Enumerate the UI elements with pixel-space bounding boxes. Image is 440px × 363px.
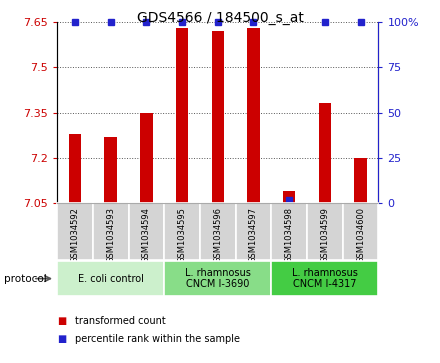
Bar xyxy=(271,203,307,260)
Bar xyxy=(93,203,128,260)
Bar xyxy=(236,203,271,260)
Bar xyxy=(164,203,200,260)
Bar xyxy=(319,103,331,203)
Bar xyxy=(212,31,224,203)
Bar xyxy=(140,113,153,203)
Text: GSM1034600: GSM1034600 xyxy=(356,207,365,263)
Text: protocol: protocol xyxy=(4,274,47,284)
Text: GSM1034596: GSM1034596 xyxy=(213,207,222,263)
Text: GDS4566 / 184500_s_at: GDS4566 / 184500_s_at xyxy=(136,11,304,25)
Text: GSM1034592: GSM1034592 xyxy=(70,207,80,263)
Bar xyxy=(247,28,260,203)
Text: percentile rank within the sample: percentile rank within the sample xyxy=(75,334,240,344)
Text: GSM1034598: GSM1034598 xyxy=(285,207,293,263)
Text: transformed count: transformed count xyxy=(75,316,165,326)
Bar xyxy=(354,158,367,203)
Text: ■: ■ xyxy=(57,316,66,326)
Text: E. coli control: E. coli control xyxy=(78,274,144,284)
Text: GSM1034595: GSM1034595 xyxy=(178,207,187,263)
Bar xyxy=(128,203,164,260)
Bar xyxy=(104,137,117,203)
Bar xyxy=(164,261,271,296)
Text: L. rhamnosus
CNCM I-3690: L. rhamnosus CNCM I-3690 xyxy=(185,268,251,289)
Text: GSM1034597: GSM1034597 xyxy=(249,207,258,263)
Text: GSM1034599: GSM1034599 xyxy=(320,207,330,263)
Bar xyxy=(283,191,295,203)
Text: ■: ■ xyxy=(57,334,66,344)
Bar xyxy=(307,203,343,260)
Bar xyxy=(176,28,188,203)
Text: GSM1034593: GSM1034593 xyxy=(106,207,115,263)
Bar xyxy=(69,134,81,203)
Bar xyxy=(343,203,378,260)
Text: L. rhamnosus
CNCM I-4317: L. rhamnosus CNCM I-4317 xyxy=(292,268,358,289)
Bar xyxy=(57,261,164,296)
Text: GSM1034594: GSM1034594 xyxy=(142,207,151,263)
Bar xyxy=(57,203,93,260)
Bar xyxy=(200,203,236,260)
Bar xyxy=(271,261,378,296)
